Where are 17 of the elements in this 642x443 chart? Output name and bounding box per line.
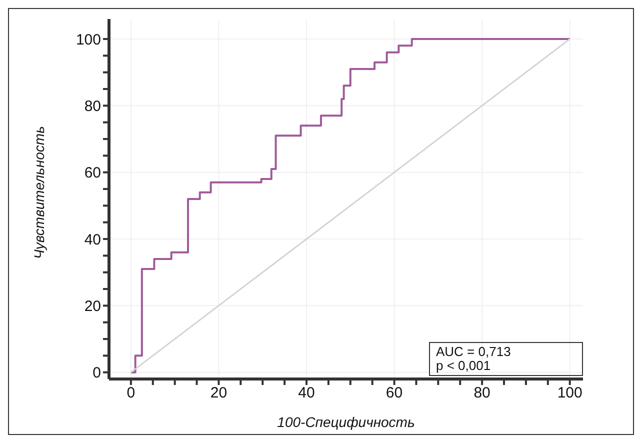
text-box: AUC = 0,713 p < 0,001 bbox=[429, 342, 583, 376]
x-tick-label: 0 bbox=[126, 384, 136, 402]
y-tick-label: 100 bbox=[76, 31, 101, 48]
annotation: AUC = 0,713 bbox=[436, 344, 512, 359]
y-tick-label: 40 bbox=[84, 231, 101, 248]
y-tick-label: 60 bbox=[84, 164, 101, 182]
annotation: p < 0,001 bbox=[436, 358, 492, 373]
x-tick-label: 40 bbox=[298, 384, 315, 402]
y-tick-label: 80 bbox=[84, 98, 101, 115]
y-tick-label: 0 bbox=[92, 364, 101, 382]
x-axis-title: 100-Специфичность bbox=[277, 414, 415, 430]
x-tick-label: 100 bbox=[557, 384, 582, 402]
x-tick-label: 80 bbox=[474, 384, 490, 402]
y-axis-title: Чувствительность bbox=[30, 126, 47, 259]
y-tick-label: 20 bbox=[84, 298, 101, 315]
x-tick-label: 20 bbox=[210, 384, 228, 402]
x-tick-label: 60 bbox=[386, 384, 403, 402]
